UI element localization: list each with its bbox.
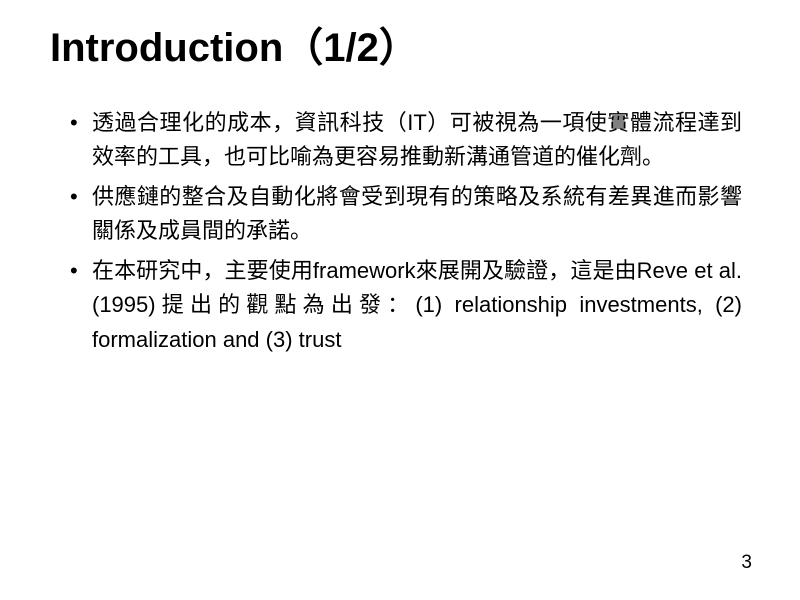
slide: Introduction（1/2） 透過合理化的成本，資訊科技（IT）可被視為一… [0,0,800,600]
slide-title: Introduction（1/2） [50,24,750,72]
bullet-item: 供應鏈的整合及自動化將會受到現有的策略及系統有差異進而影響關係及成員間的承諾。 [70,180,742,248]
bullet-item: 透過合理化的成本，資訊科技（IT）可被視為一項使實體流程達到效率的工具，也可比喻… [70,106,742,174]
bullet-item: 在本研究中，主要使用framework來展開及驗證，這是由Reve et al.… [70,254,742,356]
page-number: 3 [741,552,752,574]
bullet-list: 透過合理化的成本，資訊科技（IT）可被視為一項使實體流程達到效率的工具，也可比喻… [50,106,750,357]
